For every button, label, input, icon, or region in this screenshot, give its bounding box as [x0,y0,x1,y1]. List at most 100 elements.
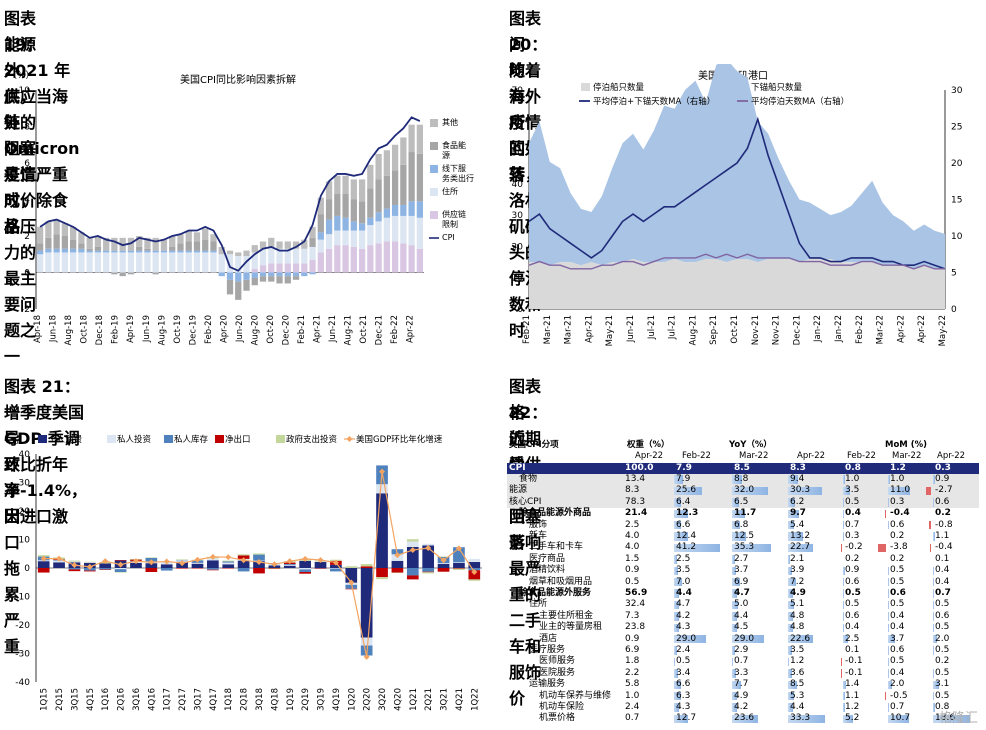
gdp-point [286,558,293,565]
bar-segment-个人消费 [330,564,342,568]
bar-segment-其他 [136,236,143,247]
data-bar [732,623,737,632]
gdp-point [256,559,262,566]
bar-segment-住所 [408,215,415,246]
bar-segment-食品能源 [309,237,316,247]
legend-label: 下锚船只数量 [751,82,803,93]
chart-title: 美国CPI同比影响因素拆解 [180,73,296,86]
bar-segment-住所 [218,254,225,273]
data-bar [788,623,794,632]
bar-segment-住所 [202,252,209,273]
cell-m1: 0.4 [845,622,860,633]
header-month: Mar-22 [739,451,769,461]
table-row: 新车 4.0 12.4 12.5 13.2 0.3 0.2 1.1 [507,531,979,542]
bar-segment-私人投资 [330,568,342,569]
bar-segment-供应链限制 [408,245,415,273]
bar-segment-私人库存 [345,584,358,589]
data-bar [888,612,889,621]
line-berth-days [528,253,945,270]
cell-m1: 0.1 [845,644,860,655]
bar-segment-私人投资 [376,484,388,494]
bar-segment-住所 [136,252,143,273]
header-weight: 权重（%） [627,440,670,450]
cell-m2: 10.7 [890,713,911,724]
cell-weight: 0.5 [625,576,640,587]
cell-y2: 3.3 [734,667,749,678]
bar-segment-其他 [317,197,324,215]
bar-segment-住所 [383,217,390,242]
cell-y1: 0.5 [676,656,691,667]
legend-swatch [581,83,590,91]
table-row: 烟草和吸烟用品 0.5 7.0 6.9 7.2 0.6 0.5 0.4 [507,577,979,588]
data-bar [674,555,677,564]
bar-segment-私人库存 [160,568,173,571]
bar-segment-住所 [391,215,399,242]
bar-segment-个人消费 [299,560,311,568]
y-tick-label: 20 [512,242,524,252]
bar-segment-线下服务类出行 [268,272,275,277]
data-bar [788,509,799,518]
bar-segment-食品能源 [292,276,300,280]
x-tick-label: 4Q18 [270,688,280,711]
bar-segment-住所 [210,252,217,273]
cell-m2: -0.5 [890,690,908,701]
bar-segment-私人投资 [114,568,127,570]
data-bar [732,566,737,575]
bar-segment-私人库存 [453,547,465,563]
cell-m2: 0.2 [890,530,905,541]
x-tick-label: Dec-18 [95,315,105,345]
bar-segment-住所 [144,252,151,273]
bar-segment-供应链限制 [358,248,366,273]
header-month: Apr-22 [797,451,826,461]
gdp-point [194,556,201,563]
bar-segment-其他 [160,239,168,251]
y-tick-label: -2 [21,305,30,315]
bar-segment-线下服务类出行 [94,250,102,253]
header-month: Apr-22 [635,451,664,461]
data-bar [843,498,844,507]
cell-m1: 1.1 [845,690,860,701]
bar-segment-线下服务类出行 [292,272,300,277]
data-bar [732,543,772,553]
cell-m2: 0.2 [890,553,905,564]
cell-m1: 2.5 [845,633,860,644]
cell-weight: 0.9 [625,633,640,644]
legend-label: 供应链 [442,209,466,219]
data-bar [732,509,745,518]
table-row: 二手车和卡车 4.0 41.2 35.3 22.7 -0.2 -3.8 -0.4 [507,542,979,553]
row-label: 二手车和卡车 [529,542,584,553]
gdp-point [317,557,324,564]
bar-segment-住所 [400,215,407,244]
bar-segment-住所 [53,252,60,273]
bar-segment-住所 [78,252,85,273]
cell-weight: 56.9 [625,587,648,598]
bar-segment-其他 [342,175,349,195]
gdp-chart: % -40 -30 -20 -10 0 10 20 30 40 1Q15 2Q15 3Q15 4Q15 1… [10,434,482,711]
cell-y3: 8.5 [790,679,805,690]
x-tick-label: 3Q20 [378,688,388,711]
cell-y3: 3.6 [790,667,805,678]
bar-segment-线下服务类出行 [45,248,52,253]
y-tick-label: 10 [19,536,31,546]
bar-segment-食品能源 [375,179,382,213]
cell-m3: 0.6 [935,496,950,507]
cell-m1: 0.3 [845,530,860,541]
y-tick-label: 2 [24,232,30,242]
bar-segment-其他 [284,241,291,249]
bar-segment-私人投资 [83,562,96,563]
data-bar [732,475,742,484]
gdp-point [240,557,247,564]
bar-segment-其他 [202,228,209,240]
cell-m2: 0.5 [890,599,905,610]
cell-m3: -0.4 [935,542,953,553]
data-bar [843,521,845,530]
x-tick-label: Nov-21 [751,315,761,345]
y-tick-label: 30 [19,479,31,489]
row-label: 医疗商品 [529,553,566,564]
bar-segment-个人消费 [283,565,296,568]
bar-segment-其他 [103,237,110,251]
bar-segment-线下服务类出行 [210,250,217,253]
cell-m1: 0.9 [845,565,860,576]
y2-tick-label: 30 [951,86,963,96]
table-row: 酒店 0.9 29.0 29.0 22.6 2.5 3.7 2.0 [507,634,979,645]
